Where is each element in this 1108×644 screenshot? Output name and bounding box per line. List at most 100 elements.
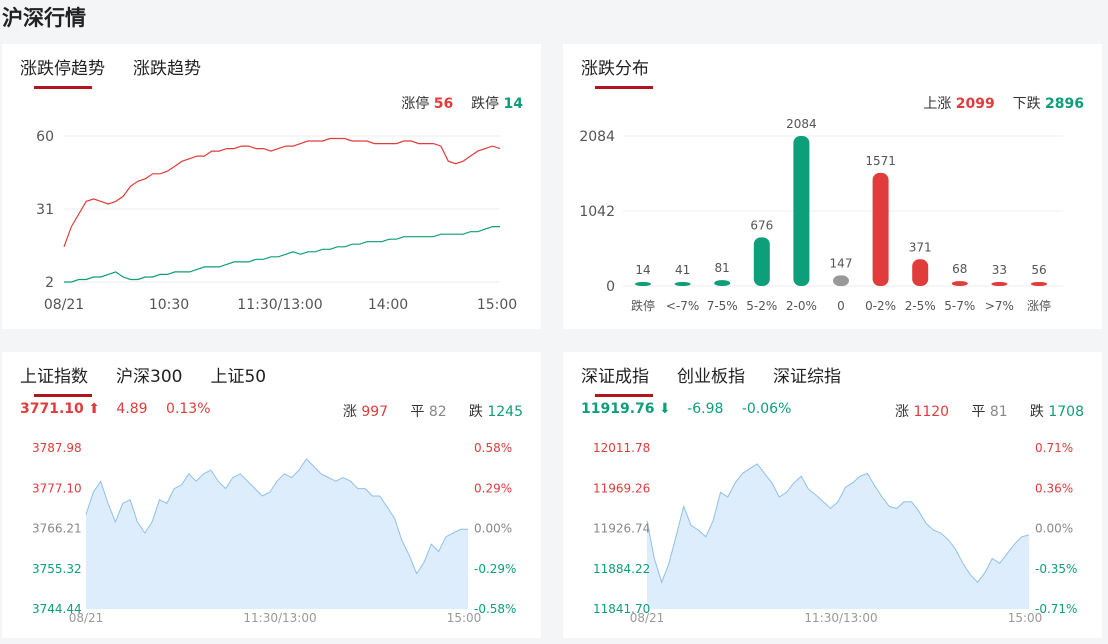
y-tick-label: 31: [36, 202, 54, 218]
sh-quote: 3771.10 ⬆ 4.89 0.13%: [20, 401, 211, 417]
x-tick-label: 15:00: [447, 611, 482, 625]
left-tick-label: 12011.78: [593, 441, 650, 455]
sh-up-value: 997: [361, 404, 389, 420]
tab-distribution[interactable]: 涨跌分布: [581, 54, 653, 89]
data-label: 33: [992, 263, 1007, 277]
x-tick-label: 2-5%: [905, 299, 936, 313]
sh-down-value: 1245: [487, 404, 523, 420]
y-tick-label: 2: [45, 275, 54, 291]
limit-down-label: 跌停: [471, 96, 500, 112]
data-label: 371: [909, 240, 932, 254]
bar: [833, 275, 849, 286]
sz-flat-label: 平: [971, 404, 986, 420]
bar: [951, 281, 968, 286]
data-label: 147: [830, 256, 853, 270]
sh-down-label: 跌: [468, 404, 483, 420]
right-tick-label: 0.00%: [1035, 522, 1073, 536]
price-line: [646, 463, 1030, 584]
x-tick-label: 0-2%: [865, 299, 896, 313]
bar: [635, 282, 651, 286]
bar: [674, 282, 691, 286]
sz-down-label: 跌: [1029, 404, 1044, 420]
limit-up-label: 涨停: [401, 96, 430, 112]
sz-index-card: 深证成指 创业板指 深证综指 11919.76 ⬇ -6.98 -0.06% 涨…: [563, 352, 1102, 638]
left-tick-label: 3766.21: [32, 522, 82, 536]
distribution-legend: 上涨 2099 下跌 2896: [923, 93, 1084, 113]
tab-updown-trend[interactable]: 涨跌趋势: [133, 59, 201, 79]
x-tick-label: 7-5%: [707, 299, 738, 313]
tab-sh-composite[interactable]: 上证指数: [20, 362, 92, 397]
sh-flat-label: 平: [410, 404, 425, 420]
tab-chinext[interactable]: 创业板指: [677, 367, 745, 387]
right-tick-label: -0.35%: [1035, 562, 1077, 576]
x-tick-label: 15:00: [1008, 611, 1043, 625]
rise-label: 上涨: [923, 96, 952, 112]
y-tick-label: 0: [606, 279, 615, 295]
limit-trend-card: 涨跌停趋势 涨跌趋势 涨停 56 跌停 14 60 31 2 08/21 10:30 11…: [2, 44, 541, 329]
x-tick-label: 08/21: [69, 611, 104, 625]
page-title: 沪深行情: [2, 6, 86, 30]
right-tick-label: 0.58%: [474, 441, 512, 455]
sz-flat-value: 81: [989, 404, 1008, 420]
x-tick-label: 11:30/13:00: [237, 297, 322, 313]
sh-up-label: 涨: [342, 404, 357, 420]
right-tick-label: 0.71%: [1035, 441, 1073, 455]
tab-limit-trend[interactable]: 涨跌停趋势: [20, 54, 105, 89]
x-tick-label: 2-0%: [786, 299, 817, 313]
right-tick-label: -0.71%: [1035, 602, 1077, 616]
data-label: 56: [1031, 263, 1046, 277]
distribution-chart: 2084 1042 0 14 跌停 41 <-7% 81 7-5% 676 5-2% 2084 2-0%…: [579, 117, 1063, 313]
left-tick-label: 11841.70: [593, 602, 650, 616]
x-tick-label: 11:30/13:00: [804, 611, 877, 625]
data-label: 14: [635, 263, 650, 277]
limit-legend: 涨停 56 跌停 14: [401, 93, 523, 113]
arrow-up-icon: ⬆: [88, 401, 100, 417]
x-tick-label: 0: [837, 299, 845, 313]
sh-index-card: 上证指数 沪深300 上证50 3771.10 ⬆ 4.89 0.13% 涨 9…: [2, 352, 541, 638]
rise-value: 2099: [955, 96, 995, 112]
sz-quote: 11919.76 ⬇ -6.98 -0.06%: [581, 401, 791, 417]
x-tick-label: 5-7%: [944, 299, 975, 313]
fall-value: 2896: [1045, 96, 1084, 112]
x-tick-label: 跌停: [631, 298, 655, 313]
left-tick-label: 3777.10: [32, 481, 82, 495]
price-line: [85, 458, 468, 575]
x-tick-label: 涨停: [1027, 298, 1051, 313]
y-tick-label: 1042: [579, 204, 615, 220]
distribution-card: 涨跌分布 上涨 2099 下跌 2896 2084 1042 0 14 跌停 41 <-7%…: [563, 44, 1102, 329]
x-tick-label: 10:30: [149, 297, 189, 313]
sh-flat-value: 82: [428, 404, 447, 420]
data-label: 1571: [865, 154, 896, 168]
limit-trend-chart: 60 31 2 08/21 10:30 11:30/13:00 14:00 15:00: [36, 129, 517, 313]
sh-index-chart: 3787.98 3777.10 3766.21 3755.32 3744.44 0.58%…: [32, 441, 516, 625]
sz-change: -6.98: [687, 401, 724, 417]
y-tick-label: 2084: [579, 129, 615, 145]
right-tick-label: 0.36%: [1035, 481, 1073, 495]
limit-up-value: 56: [433, 96, 454, 112]
tab-csi300[interactable]: 沪深300: [116, 367, 183, 387]
sh-index-tabs: 上证指数 沪深300 上证50: [20, 362, 294, 397]
sz-up-label: 涨: [895, 404, 909, 420]
sz-price: 11919.76: [581, 401, 655, 417]
data-label: 2084: [786, 117, 817, 131]
bar: [991, 282, 1008, 286]
left-tick-label: 3787.98: [32, 441, 82, 455]
x-tick-label: 08/21: [44, 297, 84, 313]
tab-sz-component[interactable]: 深证成指: [581, 362, 653, 397]
fall-label: 下跌: [1012, 96, 1041, 112]
sz-index-tabs: 深证成指 创业板指 深证综指: [581, 362, 869, 397]
sz-up-value: 1120: [913, 404, 950, 420]
right-tick-label: 0.00%: [474, 522, 512, 536]
x-tick-label: 11:30/13:00: [243, 611, 316, 625]
tab-sse50[interactable]: 上证50: [210, 367, 267, 387]
sz-down-value: 1708: [1048, 404, 1084, 420]
left-tick-label: 11969.26: [593, 481, 650, 495]
distribution-tabs: 涨跌分布: [581, 54, 677, 89]
right-tick-label: 0.29%: [474, 481, 512, 495]
x-tick-label: 08/21: [630, 611, 665, 625]
sh-price: 3771.10: [20, 401, 84, 417]
data-label: 68: [952, 262, 967, 276]
tab-sz-composite[interactable]: 深证综指: [773, 367, 841, 387]
left-tick-label: 11926.74: [593, 522, 650, 536]
sz-index-chart: 12011.78 11969.26 11926.74 11884.22 11841.70…: [593, 441, 1077, 625]
